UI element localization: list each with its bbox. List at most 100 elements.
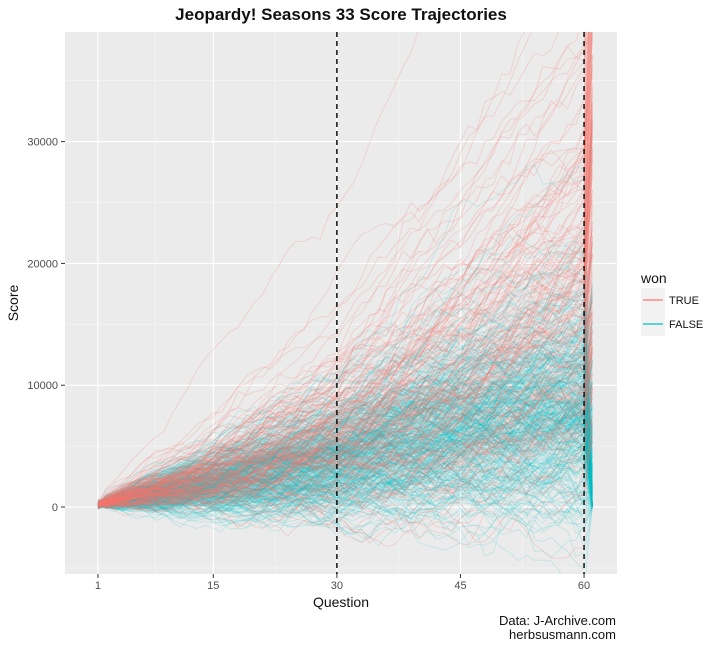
trajectory-line-true: [97, 397, 593, 513]
trajectory-line-true: [97, 150, 593, 507]
trajectory-line-true: [97, 352, 593, 508]
trajectory-line-false: [97, 165, 593, 507]
trajectory-line-false: [97, 495, 593, 547]
x-tick-label: 45: [454, 580, 466, 592]
trajectory-line-false: [97, 419, 593, 508]
legend-title: won: [640, 270, 667, 286]
trajectory-line-true: [97, 388, 593, 504]
trajectory-line-true: [97, 32, 587, 504]
trajectory-line-true: [97, 313, 593, 506]
trajectory-line-true: [97, 281, 593, 506]
trajectory-line-false: [97, 426, 593, 514]
trajectory-line-false: [97, 422, 593, 508]
trajectory-line-false: [97, 385, 593, 506]
trajectory-line-true: [97, 32, 526, 507]
trajectory-line-true: [97, 127, 593, 508]
trajectory-line-false: [97, 385, 593, 507]
trajectory-line-true: [97, 136, 593, 505]
trajectory-line-true: [97, 255, 593, 508]
trajectory-line-false: [97, 321, 593, 508]
trajectory-line-false: [97, 398, 593, 507]
trajectory-line-false: [97, 472, 593, 532]
trajectory-line-false: [97, 369, 593, 508]
trajectory-line-false: [97, 455, 593, 514]
trajectory-line-false: [97, 399, 593, 516]
trajectory-line-false: [97, 233, 593, 508]
x-tick-label: 30: [331, 580, 343, 592]
trajectory-line-true: [97, 421, 593, 509]
trajectory-line-true: [97, 237, 593, 506]
trajectory-line-false: [97, 335, 593, 520]
trajectory-line-false: [97, 243, 593, 508]
legend-label-true: TRUE: [669, 295, 699, 307]
trajectory-line-true: [97, 140, 593, 507]
trajectory-line-true: [97, 442, 593, 510]
trajectory-line-false: [97, 401, 593, 505]
trajectory-line-false: [97, 367, 593, 508]
trajectory-line-false: [97, 332, 593, 507]
trajectory-line-false: [97, 327, 593, 508]
trajectory-line-false: [97, 422, 593, 506]
trajectory-line-true: [97, 32, 419, 504]
trajectory-line-true: [97, 119, 593, 504]
trajectory-line-false: [97, 283, 593, 508]
trajectory-line-false: [97, 301, 593, 508]
trajectory-line-true: [97, 387, 593, 559]
trajectory-line-false: [97, 407, 593, 508]
trajectory-line-true: [97, 344, 593, 519]
trajectory-line-true: [97, 168, 593, 505]
trajectory-line-false: [97, 425, 593, 508]
trajectory-line-false: [97, 421, 593, 510]
caption-site: herbsusmann.com: [509, 627, 616, 642]
trajectory-line-false: [97, 344, 593, 508]
trajectory-line-false: [97, 384, 593, 508]
trajectory-line-false: [97, 124, 593, 509]
trajectory-line-false: [97, 359, 593, 508]
trajectory-line-false: [97, 360, 593, 508]
trajectory-line-false: [97, 441, 593, 510]
trajectory-line-true: [97, 32, 591, 505]
trajectory-line-false: [97, 330, 593, 506]
trajectory-line-false: [97, 335, 593, 506]
trajectory-line-true: [97, 388, 593, 543]
trajectory-line-true: [97, 351, 593, 523]
trajectory-line-true: [97, 100, 593, 508]
trajectory-line-false: [97, 380, 593, 514]
trajectory-line-true: [97, 129, 593, 506]
trajectory-line-true: [97, 125, 593, 505]
x-tick-label: 15: [207, 580, 219, 592]
trajectory-line-true: [97, 125, 593, 507]
trajectory-line-false: [97, 388, 593, 508]
trajectory-line-false: [97, 312, 593, 507]
trajectory-line-false: [97, 351, 593, 508]
trajectory-line-false: [97, 423, 593, 506]
trajectory-line-false: [97, 466, 593, 525]
trajectory-line-false: [97, 438, 593, 508]
trajectory-line-false: [97, 336, 593, 510]
trajectory-line-false: [97, 343, 593, 504]
trajectory-line-true: [97, 349, 593, 507]
trajectory-line-false: [97, 382, 593, 503]
trajectory-line-true: [97, 270, 593, 503]
trajectory-line-false: [97, 296, 593, 508]
trajectory-line-false: [97, 396, 593, 508]
trajectory-line-false: [97, 439, 593, 520]
trajectory-line-true: [97, 381, 593, 506]
trajectory-line-false: [97, 399, 593, 508]
trajectory-line-true: [97, 327, 593, 510]
trajectory-line-true: [97, 159, 593, 504]
trajectory-line-false: [97, 395, 593, 505]
trajectory-line-true: [97, 133, 593, 502]
trajectory-line-false: [97, 134, 593, 501]
trajectory-line-true: [97, 423, 593, 544]
trajectory-line-true: [97, 328, 593, 505]
trajectory-line-false: [97, 265, 593, 503]
trajectory-line-false: [97, 431, 593, 508]
trajectory-line-false: [97, 382, 593, 507]
trajectory-line-true: [97, 32, 590, 507]
trajectory-line-false: [97, 407, 593, 507]
trajectory-line-false: [97, 291, 593, 505]
trajectory-line-true: [97, 254, 593, 508]
trajectory-line-true: [97, 120, 593, 505]
trajectory-line-true: [97, 32, 587, 506]
